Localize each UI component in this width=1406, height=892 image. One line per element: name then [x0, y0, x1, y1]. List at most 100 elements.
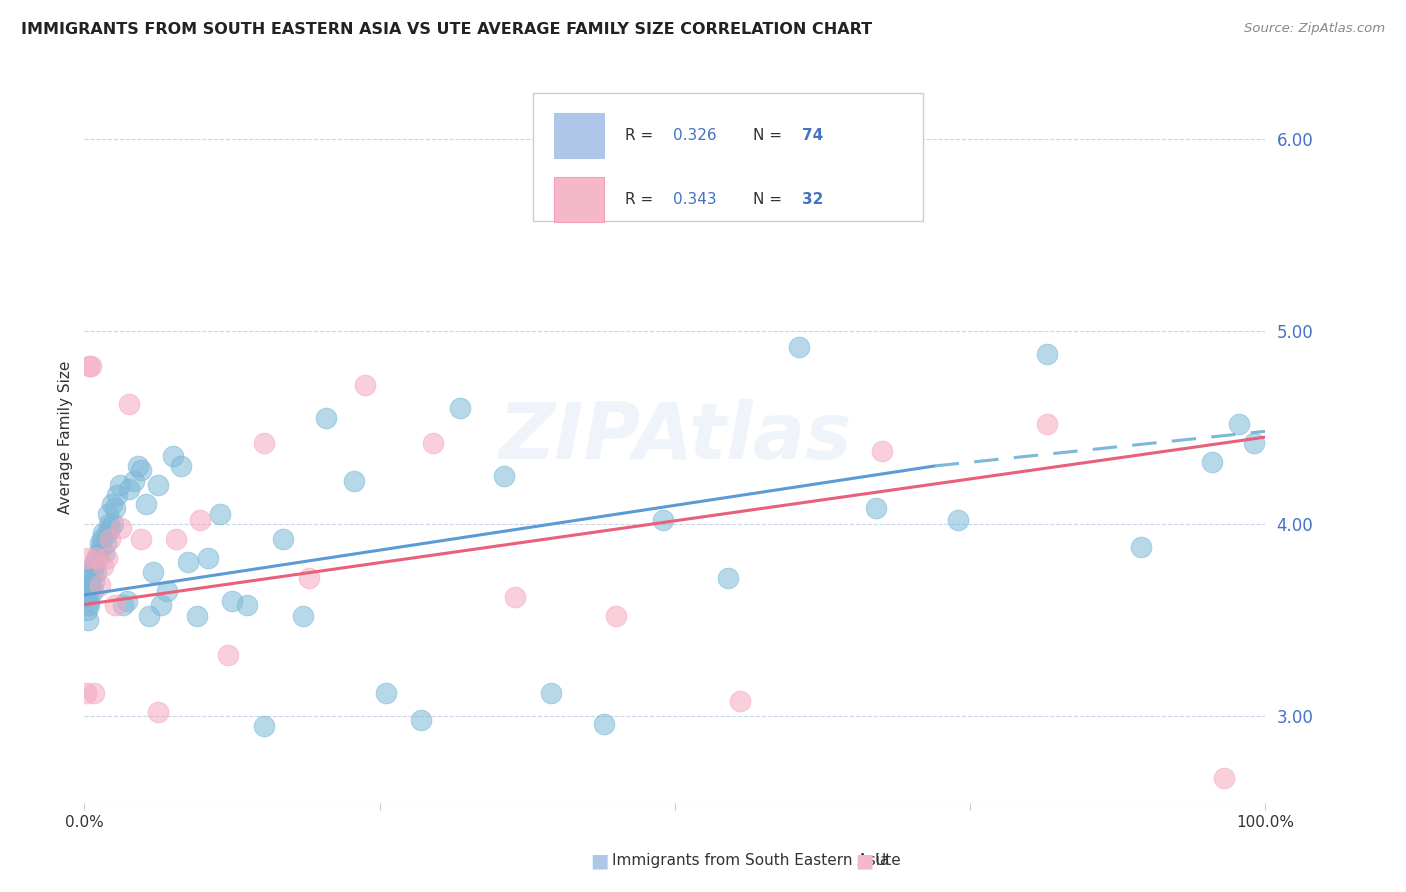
Point: [127, 458, 149, 473]
Point: [291, 609, 314, 624]
Point: [110, 520, 132, 534]
Point: [135, 498, 157, 512]
Point: [79, 574, 101, 589]
Point: [209, 507, 232, 521]
Point: [75, 590, 97, 604]
Point: [170, 458, 193, 473]
Point: [91, 559, 114, 574]
Point: [80, 359, 103, 373]
Point: [97, 507, 120, 521]
Point: [162, 450, 184, 464]
Point: [422, 435, 444, 450]
Text: Ute: Ute: [875, 854, 901, 868]
Point: [80, 571, 103, 585]
Point: [94, 536, 117, 550]
Text: ZIPAtlas: ZIPAtlas: [498, 399, 852, 475]
Point: [98, 520, 121, 534]
Point: [91, 532, 114, 546]
Point: [83, 686, 105, 700]
Point: [540, 686, 562, 700]
Text: N =: N =: [752, 192, 787, 207]
Point: [101, 516, 124, 531]
Point: [1229, 417, 1251, 431]
Point: [409, 713, 432, 727]
Point: [80, 578, 103, 592]
Point: [107, 488, 129, 502]
Point: [82, 565, 104, 579]
Point: [96, 551, 118, 566]
Point: [96, 526, 118, 541]
Text: IMMIGRANTS FROM SOUTH EASTERN ASIA VS UTE AVERAGE FAMILY SIZE CORRELATION CHART: IMMIGRANTS FROM SOUTH EASTERN ASIA VS UT…: [21, 22, 872, 37]
Point: [449, 401, 471, 416]
Point: [717, 571, 740, 585]
Text: 0.326: 0.326: [672, 128, 716, 144]
Point: [79, 584, 101, 599]
Text: Immigrants from South Eastern Asia: Immigrants from South Eastern Asia: [612, 854, 889, 868]
Point: [98, 532, 121, 546]
Point: [77, 593, 100, 607]
Text: 0.343: 0.343: [672, 192, 716, 207]
Point: [253, 719, 276, 733]
Point: [605, 609, 627, 624]
Point: [82, 584, 104, 599]
Text: N =: N =: [752, 128, 787, 144]
Point: [166, 532, 188, 546]
Point: [75, 686, 97, 700]
Text: R =: R =: [626, 192, 658, 207]
Point: [118, 482, 141, 496]
Point: [870, 443, 893, 458]
Point: [98, 516, 121, 531]
Point: [146, 478, 169, 492]
Point: [652, 513, 675, 527]
Point: [593, 717, 616, 731]
Point: [253, 435, 276, 450]
Point: [87, 545, 110, 559]
Point: [112, 598, 135, 612]
Text: 74: 74: [803, 128, 824, 144]
Point: [83, 559, 105, 574]
Point: [122, 475, 145, 489]
Point: [865, 501, 887, 516]
Point: [217, 648, 239, 662]
Point: [138, 609, 160, 624]
Point: [104, 598, 127, 612]
Point: [77, 578, 100, 592]
Text: ■: ■: [591, 851, 609, 871]
Point: [104, 501, 127, 516]
Point: [146, 706, 169, 720]
Y-axis label: Average Family Size: Average Family Size: [58, 360, 73, 514]
Point: [76, 603, 98, 617]
Point: [236, 598, 259, 612]
FancyBboxPatch shape: [533, 94, 922, 221]
Point: [156, 584, 179, 599]
Text: Source: ZipAtlas.com: Source: ZipAtlas.com: [1244, 22, 1385, 36]
Point: [90, 540, 112, 554]
Point: [177, 555, 200, 569]
Point: [77, 613, 100, 627]
Text: R =: R =: [626, 128, 658, 144]
Point: [142, 565, 165, 579]
Point: [787, 340, 810, 354]
Point: [1130, 540, 1153, 554]
FancyBboxPatch shape: [554, 177, 605, 222]
Point: [374, 686, 396, 700]
Point: [91, 526, 114, 541]
Point: [1036, 417, 1059, 431]
Point: [77, 598, 100, 612]
Point: [354, 378, 377, 392]
Point: [129, 532, 152, 546]
Point: [197, 551, 219, 566]
Text: 32: 32: [803, 192, 824, 207]
Point: [84, 551, 107, 566]
Point: [1201, 455, 1223, 469]
Point: [728, 694, 751, 708]
Point: [83, 574, 105, 589]
Point: [1036, 347, 1059, 361]
Point: [343, 475, 366, 489]
Point: [93, 545, 115, 559]
Point: [298, 571, 321, 585]
Point: [118, 397, 141, 411]
Point: [150, 598, 173, 612]
Point: [89, 536, 111, 550]
Point: [1243, 435, 1265, 450]
